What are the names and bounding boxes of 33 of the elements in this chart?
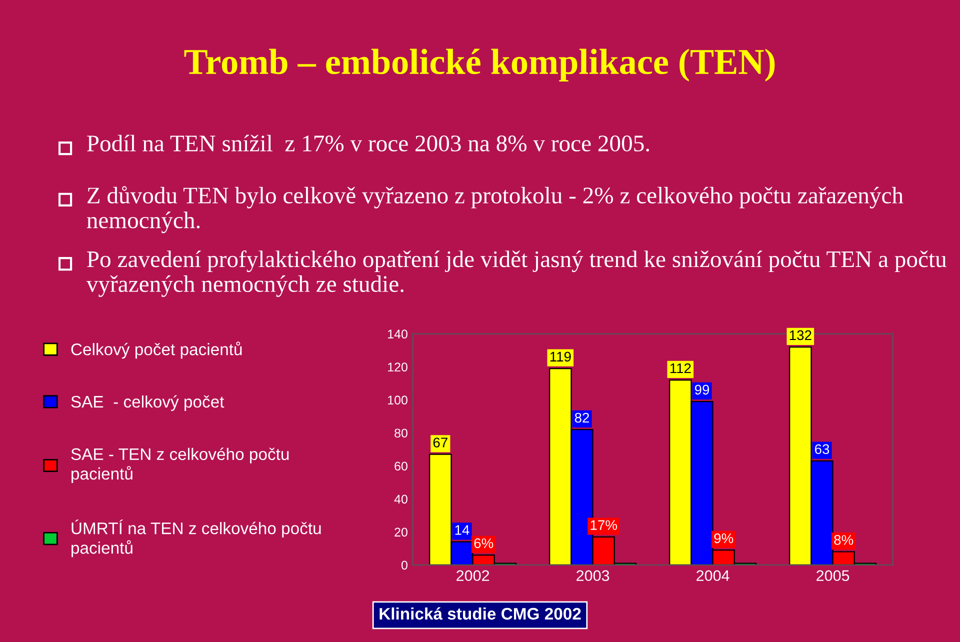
x-tick-label: 2002 xyxy=(456,570,490,582)
y-tick-label: 80 xyxy=(394,428,408,438)
data-label: 17% xyxy=(590,520,618,530)
chart-title: Tromb – embolické komplikace (TEN) xyxy=(184,48,775,82)
y-tick-label: 0 xyxy=(401,560,408,570)
data-label: 9% xyxy=(714,533,734,544)
data-label: 82 xyxy=(574,412,590,423)
text: Klinická studie CMG 2002 xyxy=(380,607,581,620)
data-label: 8% xyxy=(834,535,854,545)
text: Po zavedení profylaktického opatření jde vidět jasný trend ke snižování počtu TEN a počtu vyřazených nemocných ze studie. xyxy=(86,250,946,297)
data-label: 119 xyxy=(550,352,571,362)
data-label: 112 xyxy=(670,363,691,374)
legend-label: ÚMRTÍ na TEN z celkového počtu pacientů xyxy=(72,520,321,558)
y-tick-label: 120 xyxy=(388,362,408,372)
y-tick-label: 140 xyxy=(388,330,408,338)
data-label: 6% xyxy=(474,538,494,548)
data-label: 132 xyxy=(790,330,812,340)
text: Podíl na TEN snížil z 17% v roce 2003 na 8% v roce 2005. xyxy=(87,134,649,152)
text: Z důvodu TEN bylo celkově vyřazeno z protokolu - 2% z celkového počtu zařazených nemocných. xyxy=(86,186,904,234)
data-label: 63 xyxy=(814,444,830,454)
y-tick-label: 40 xyxy=(394,494,408,504)
y-tick-label: 100 xyxy=(388,396,408,405)
data-label: 14 xyxy=(455,525,470,535)
legend-label: SAE - celkový počet xyxy=(71,395,224,411)
x-tick-label: 2005 xyxy=(816,570,850,582)
legend-label: SAE - TEN z celkového počtu pacientů xyxy=(71,448,289,483)
x-tick-label: 2003 xyxy=(576,570,610,582)
x-tick-label: 2004 xyxy=(696,570,730,582)
legend-label: Celkový počet pacientů xyxy=(71,342,242,359)
data-label: 99 xyxy=(694,384,710,395)
data-label: 67 xyxy=(433,438,448,448)
y-tick-label: 60 xyxy=(394,462,408,471)
y-tick-label: 20 xyxy=(394,528,408,537)
